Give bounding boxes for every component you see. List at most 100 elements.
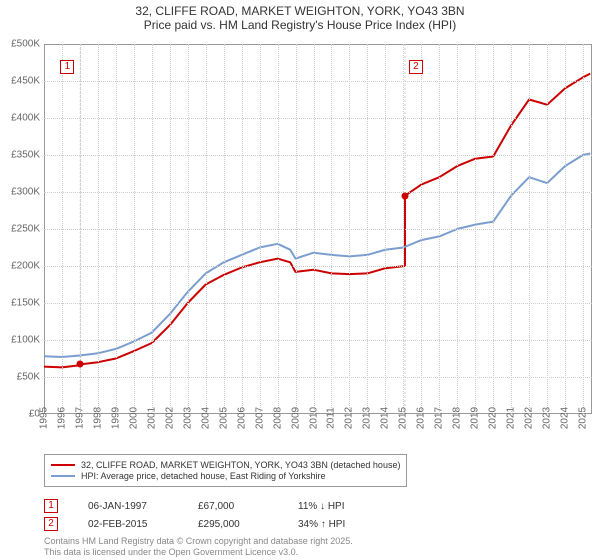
y-tick-label: £350K (0, 150, 40, 161)
x-tick-label: 2013 (362, 407, 373, 429)
gridline-v (80, 44, 81, 414)
gridline-v (349, 44, 350, 414)
x-tick-label: 2020 (488, 407, 499, 429)
x-tick-label: 2021 (506, 407, 517, 429)
y-tick-label: £50K (0, 372, 40, 383)
gridline-h (44, 340, 592, 341)
x-tick-label: 2002 (164, 407, 175, 429)
gridline-v (457, 44, 458, 414)
gridline-v (314, 44, 315, 414)
x-tick-label: 2016 (416, 407, 427, 429)
x-tick-label: 2011 (326, 407, 337, 429)
x-tick-label: 2005 (218, 407, 229, 429)
sales-delta: 34% ↑ HPI (298, 519, 378, 530)
gridline-v (529, 44, 530, 414)
legend: 32, CLIFFE ROAD, MARKET WEIGHTON, YORK, … (44, 454, 592, 487)
gridline-v (98, 44, 99, 414)
y-tick-label: £250K (0, 224, 40, 235)
x-tick-label: 2015 (398, 407, 409, 429)
legend-box: 32, CLIFFE ROAD, MARKET WEIGHTON, YORK, … (44, 454, 407, 487)
chart-title: 32, CLIFFE ROAD, MARKET WEIGHTON, YORK, … (0, 4, 600, 18)
gridline-v (152, 44, 153, 414)
series-hpi (44, 154, 590, 358)
y-tick-label: £450K (0, 76, 40, 87)
gridline-h (44, 266, 592, 267)
gridline-v (565, 44, 566, 414)
x-tick-label: 2007 (254, 407, 265, 429)
x-tick-label: 2010 (308, 407, 319, 429)
gridline-v (260, 44, 261, 414)
sales-price: £67,000 (198, 501, 268, 512)
legend-swatch (51, 464, 75, 466)
gridline-v (367, 44, 368, 414)
x-tick-label: 2019 (470, 407, 481, 429)
gridline-v (403, 44, 404, 414)
sales-index-box: 2 (44, 517, 58, 531)
gridline-v (511, 44, 512, 414)
footer: Contains HM Land Registry data © Crown c… (44, 536, 353, 558)
x-tick-label: 2001 (146, 407, 157, 429)
x-tick-label: 2022 (524, 407, 535, 429)
x-tick-label: 2023 (542, 407, 553, 429)
sale-marker-dot (77, 361, 84, 368)
gridline-v (62, 44, 63, 414)
legend-row: 32, CLIFFE ROAD, MARKET WEIGHTON, YORK, … (51, 460, 400, 470)
gridline-v (331, 44, 332, 414)
y-tick-label: £200K (0, 261, 40, 272)
y-tick-label: £400K (0, 113, 40, 124)
x-tick-label: 1996 (56, 407, 67, 429)
gridline-v (296, 44, 297, 414)
gridline-v (170, 44, 171, 414)
title-area: 32, CLIFFE ROAD, MARKET WEIGHTON, YORK, … (0, 0, 600, 32)
x-tick-label: 2003 (182, 407, 193, 429)
y-tick-label: £100K (0, 335, 40, 346)
x-tick-label: 2024 (560, 407, 571, 429)
sales-delta: 11% ↓ HPI (298, 501, 378, 512)
y-tick-label: £0 (0, 409, 40, 420)
gridline-v (583, 44, 584, 414)
sales-table: 1 06-JAN-1997 £67,000 11% ↓ HPI 2 02-FEB-2015… (44, 496, 378, 534)
sales-row: 1 06-JAN-1997 £67,000 11% ↓ HPI (44, 498, 378, 514)
y-tick-label: £500K (0, 39, 40, 50)
gridline-v (493, 44, 494, 414)
x-tick-label: 2012 (344, 407, 355, 429)
sales-date: 02-FEB-2015 (88, 519, 168, 530)
sale-marker-box: 2 (409, 60, 423, 74)
footer-line-2: This data is licensed under the Open Gov… (44, 547, 353, 558)
sale-marker-box: 1 (60, 60, 74, 74)
sales-price: £295,000 (198, 519, 268, 530)
plot-area: £0£50K£100K£150K£200K£250K£300K£350K£400… (44, 44, 592, 414)
gridline-v (134, 44, 135, 414)
sales-date: 06-JAN-1997 (88, 501, 168, 512)
x-tick-label: 2017 (434, 407, 445, 429)
x-tick-label: 1998 (92, 407, 103, 429)
sales-index-box: 1 (44, 499, 58, 513)
gridline-h (44, 229, 592, 230)
gridline-v (421, 44, 422, 414)
x-tick-label: 2014 (380, 407, 391, 429)
legend-label: 32, CLIFFE ROAD, MARKET WEIGHTON, YORK, … (81, 460, 400, 470)
legend-label: HPI: Average price, detached house, East… (81, 471, 326, 481)
sale-marker-dot (401, 192, 408, 199)
x-tick-label: 1995 (39, 407, 50, 429)
y-tick-label: £150K (0, 298, 40, 309)
gridline-h (44, 81, 592, 82)
legend-row: HPI: Average price, detached house, East… (51, 471, 400, 481)
x-tick-label: 2008 (272, 407, 283, 429)
chart-subtitle: Price paid vs. HM Land Registry's House … (0, 18, 600, 32)
gridline-v (547, 44, 548, 414)
gridline-v (242, 44, 243, 414)
gridline-v (224, 44, 225, 414)
gridline-v (206, 44, 207, 414)
chart-container: 32, CLIFFE ROAD, MARKET WEIGHTON, YORK, … (0, 0, 600, 560)
x-tick-label: 2000 (128, 407, 139, 429)
gridline-h (44, 192, 592, 193)
x-tick-label: 2018 (452, 407, 463, 429)
gridline-h (44, 303, 592, 304)
gridline-v (475, 44, 476, 414)
footer-line-1: Contains HM Land Registry data © Crown c… (44, 536, 353, 547)
x-tick-label: 2006 (236, 407, 247, 429)
y-tick-label: £300K (0, 187, 40, 198)
gridline-v (385, 44, 386, 414)
x-tick-label: 2004 (200, 407, 211, 429)
